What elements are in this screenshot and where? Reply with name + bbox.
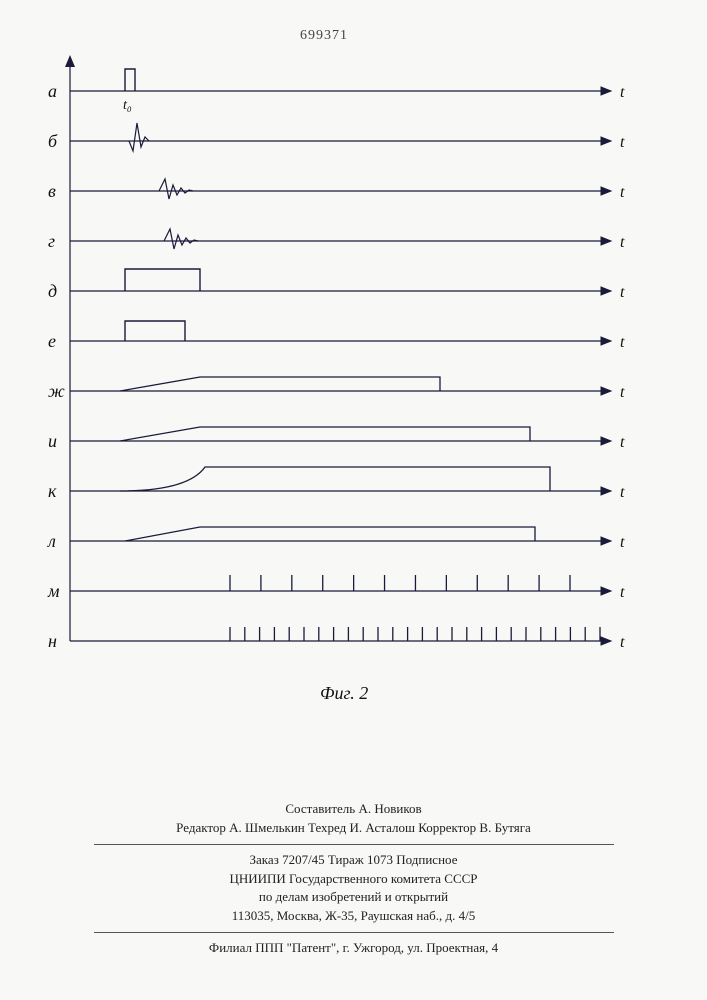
svg-text:t: t [620, 84, 625, 101]
svg-text:и: и [48, 431, 57, 451]
svg-text:t₀: t₀ [123, 98, 132, 113]
svg-text:t: t [620, 584, 625, 601]
svg-text:t: t [620, 284, 625, 301]
svg-text:д: д [48, 281, 57, 301]
svg-text:ж: ж [48, 381, 65, 401]
svg-text:а: а [48, 81, 57, 101]
svg-text:Фиг. 2: Фиг. 2 [320, 683, 368, 703]
svg-text:е: е [48, 331, 56, 351]
page: 699371 аtt₀бtвtгtдtеtжtиtкtлtмtнtФиг. 2 … [0, 0, 707, 1000]
svg-text:t: t [620, 134, 625, 151]
svg-text:н: н [48, 631, 57, 651]
footer-line2: Редактор А. Шмелькин Техред И. Асталош К… [0, 819, 707, 838]
footer-line5: по делам изобретений и открытий [0, 888, 707, 907]
svg-text:б: б [48, 131, 58, 151]
svg-text:л: л [47, 531, 56, 551]
footer-rule-1 [94, 844, 614, 845]
footer-line7: Филиал ППП "Патент", г. Ужгород, ул. Про… [0, 939, 707, 958]
svg-text:t: t [620, 234, 625, 251]
svg-text:t: t [620, 634, 625, 651]
svg-text:к: к [48, 481, 57, 501]
footer-line1: Составитель А. Новиков [0, 800, 707, 819]
timing-svg: а t t₀ б t в t г t д t е t ж t и t к t л t м t н t Фиг. 2 [40, 55, 660, 775]
footer-line4: ЦНИИПИ Государственного комитета СССР [0, 870, 707, 889]
svg-text:t: t [620, 384, 625, 401]
doc-number: 699371 [300, 28, 348, 44]
svg-text:м: м [47, 581, 60, 601]
svg-text:г: г [48, 231, 55, 251]
footer-line3: Заказ 7207/45 Тираж 1073 Подписное [0, 851, 707, 870]
svg-text:в: в [48, 181, 56, 201]
footer-rule-2 [94, 932, 614, 933]
svg-text:t: t [620, 184, 625, 201]
svg-text:t: t [620, 534, 625, 551]
svg-text:t: t [620, 334, 625, 351]
svg-text:t: t [620, 434, 625, 451]
svg-text:t: t [620, 484, 625, 501]
timing-diagram: а t t₀ б t в t г t д t е t ж t и t к t л t м t н t Фиг. 2 [40, 55, 660, 735]
footer-line6: 113035, Москва, Ж-35, Раушская наб., д. … [0, 907, 707, 926]
footer-block: Составитель А. Новиков Редактор А. Шмель… [0, 800, 707, 958]
